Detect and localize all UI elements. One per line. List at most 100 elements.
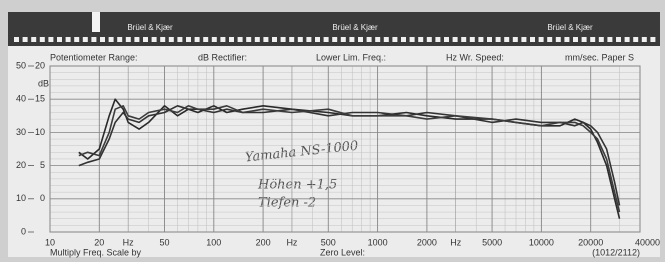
hole [410, 37, 415, 42]
y2-tick-label: 20 [35, 60, 45, 70]
hole [607, 37, 612, 42]
brand: Brüel & Kjær [547, 23, 593, 32]
x-tick-label: 50 [159, 237, 169, 247]
hole [616, 37, 621, 42]
hole [599, 37, 604, 42]
hole [83, 37, 88, 42]
x-tick-label: 1000 [368, 237, 388, 247]
hole [590, 37, 595, 42]
hole [66, 37, 71, 42]
hole [91, 37, 96, 42]
y2-tick-label: 0 [40, 193, 45, 203]
hole [453, 37, 458, 42]
x-tick-label: 20000 [578, 237, 603, 247]
hole [126, 37, 131, 42]
hole [392, 37, 397, 42]
footer-right: (1012/2112) [592, 247, 640, 257]
hole [496, 37, 501, 42]
chart: Brüel & Kjær Brüel & Kjær Brüel & Kjær P… [0, 0, 665, 262]
x-tick-label: 10000 [529, 237, 554, 247]
x-tick-label: 200 [256, 237, 271, 247]
hole [315, 37, 320, 42]
y-tick-label: 30 [16, 127, 26, 137]
hole [100, 37, 105, 42]
y-tick-label: 10 [16, 193, 26, 203]
hole [117, 37, 122, 42]
hole [444, 37, 449, 42]
y-tick-label: 20 [16, 160, 26, 170]
hole [427, 37, 432, 42]
brand: Brüel & Kjær [332, 23, 378, 32]
strip-marker [92, 12, 100, 32]
hole [246, 37, 251, 42]
hole [487, 37, 492, 42]
hole [513, 37, 518, 42]
hole [195, 37, 200, 42]
hole [23, 37, 28, 42]
hole [461, 37, 466, 42]
hole [143, 37, 148, 42]
x-tick-label: 10 [45, 237, 55, 247]
hole [229, 37, 234, 42]
hole [625, 37, 630, 42]
hole [74, 37, 79, 42]
hole [650, 37, 655, 42]
header-field: dB Rectifier: [198, 52, 247, 62]
hole [281, 37, 286, 42]
y-tick-label: 40 [16, 94, 26, 104]
x-tick-label: Hz [450, 237, 461, 247]
x-tick-label: 40000 [635, 237, 660, 247]
hole [367, 37, 372, 42]
hole [272, 37, 277, 42]
footer-left: Multiply Freq. Scale by [50, 247, 142, 257]
hole [306, 37, 311, 42]
hole [539, 37, 544, 42]
hole [564, 37, 569, 42]
hole [14, 37, 19, 42]
y2-tick-label: 5 [40, 160, 45, 170]
x-tick-label: 5000 [482, 237, 502, 247]
hole [263, 37, 268, 42]
hole [582, 37, 587, 42]
hole [435, 37, 440, 42]
hole [31, 37, 36, 42]
header-field: Potentiometer Range: [50, 52, 138, 62]
hole [238, 37, 243, 42]
hole [358, 37, 363, 42]
hole [521, 37, 526, 42]
hole [556, 37, 561, 42]
hole [298, 37, 303, 42]
paper [8, 12, 660, 257]
hole [160, 37, 165, 42]
hole [324, 37, 329, 42]
x-tick-label: 2000 [417, 237, 437, 247]
hole [401, 37, 406, 42]
hole [633, 37, 638, 42]
hole [40, 37, 45, 42]
hole [212, 37, 217, 42]
hole [109, 37, 114, 42]
hole [418, 37, 423, 42]
y-tick-label: 0 [21, 226, 26, 236]
hole [152, 37, 157, 42]
hole [547, 37, 552, 42]
hole [134, 37, 139, 42]
hole [289, 37, 294, 42]
hole [642, 37, 647, 42]
hole [478, 37, 483, 42]
hole [255, 37, 260, 42]
x-tick-label: 100 [206, 237, 221, 247]
hole [504, 37, 509, 42]
hole [186, 37, 191, 42]
hole [470, 37, 475, 42]
hole [349, 37, 354, 42]
hole [57, 37, 62, 42]
y-unit: dB [38, 78, 49, 88]
hole [169, 37, 174, 42]
hole [384, 37, 389, 42]
y-tick-label: 50 [16, 60, 26, 70]
hole [203, 37, 208, 42]
hole [177, 37, 182, 42]
footer-center: Zero Level: [320, 247, 365, 257]
brand: Brüel & Kjær [127, 23, 173, 32]
